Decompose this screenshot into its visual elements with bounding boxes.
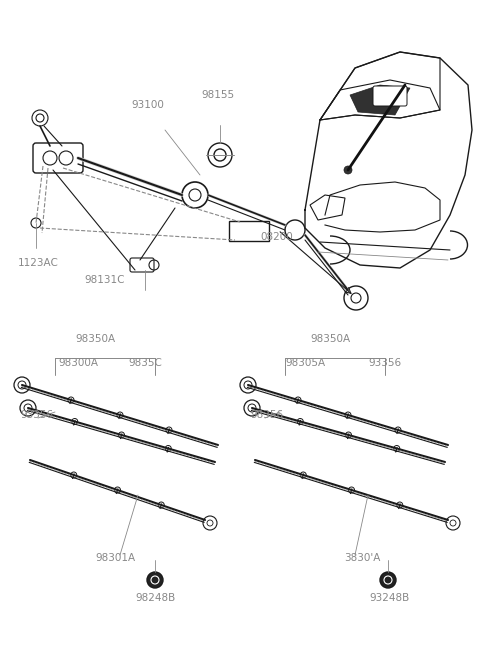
Text: 98350A: 98350A — [75, 334, 115, 344]
Text: 08200: 08200 — [260, 232, 293, 242]
Text: 98356: 98356 — [250, 410, 283, 420]
FancyBboxPatch shape — [130, 258, 154, 272]
Text: 93356: 93356 — [20, 410, 53, 420]
FancyBboxPatch shape — [33, 143, 83, 173]
Text: 98155: 98155 — [202, 90, 235, 100]
Text: 98350A: 98350A — [310, 334, 350, 344]
Circle shape — [147, 572, 163, 588]
Text: 3830'A: 3830'A — [344, 553, 380, 563]
Circle shape — [344, 166, 352, 174]
Text: 98301A: 98301A — [95, 553, 135, 563]
FancyBboxPatch shape — [373, 86, 407, 106]
Text: 93356: 93356 — [368, 358, 401, 368]
Polygon shape — [310, 195, 345, 220]
Text: 98300A: 98300A — [58, 358, 98, 368]
Text: 9835C: 9835C — [128, 358, 162, 368]
Text: 93248B: 93248B — [370, 593, 410, 603]
Text: 98248B: 98248B — [135, 593, 175, 603]
Text: 98305A: 98305A — [285, 358, 325, 368]
Text: 98131C: 98131C — [85, 275, 125, 285]
FancyBboxPatch shape — [229, 221, 269, 241]
Circle shape — [380, 572, 396, 588]
Text: 1123AC: 1123AC — [18, 258, 59, 268]
Polygon shape — [350, 85, 410, 115]
Text: 93100: 93100 — [132, 100, 165, 110]
